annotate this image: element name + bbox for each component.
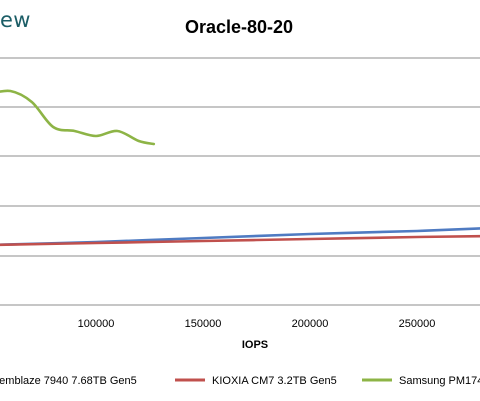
x-axis-label: IOPS (242, 339, 268, 351)
legend: ...emblaze 7940 7.68TB Gen5 KIOXIA CM7 3.… (0, 375, 480, 387)
x-tick-label: 250000 (399, 318, 436, 330)
gridlines (0, 57, 480, 306)
series-line-3 (0, 89, 156, 146)
x-tick-label: 100000 (78, 318, 115, 330)
legend-label: Samsung PM174... (399, 375, 480, 387)
brand-logo-text: ew (0, 8, 31, 32)
series-line-2 (0, 234, 480, 247)
legend-label: KIOXIA CM7 3.2TB Gen5 (212, 375, 337, 387)
legend-label: ...emblaze 7940 7.68TB Gen5 (0, 375, 137, 387)
x-tick-label: 150000 (185, 318, 222, 330)
chart-title: Oracle-80-20 (185, 17, 293, 37)
x-tick-label: 200000 (292, 318, 329, 330)
series-lines (0, 89, 480, 247)
